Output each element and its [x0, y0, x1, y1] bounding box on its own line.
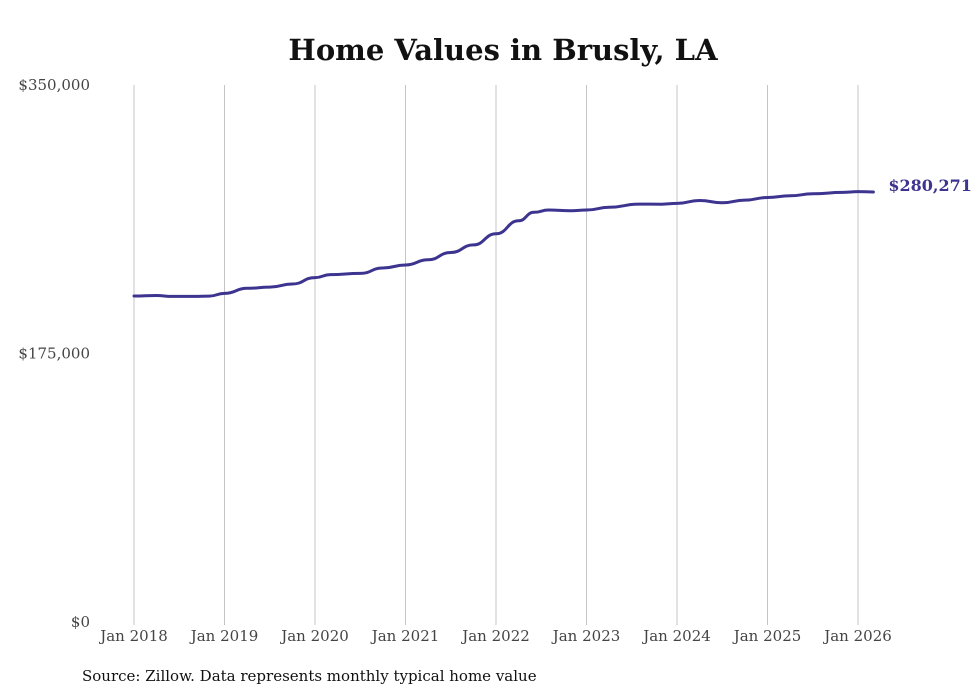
- x-tick-label-2025: Jan 2025: [732, 627, 802, 645]
- y-tick-label-0: $0: [71, 613, 90, 631]
- x-tick-label-2022: Jan 2022: [460, 627, 530, 645]
- x-tick-label-2026: Jan 2026: [822, 627, 892, 645]
- x-tick-label-2019: Jan 2019: [189, 627, 259, 645]
- series-line-0: [132, 190, 875, 298]
- x-tick-label-2020: Jan 2020: [279, 627, 349, 645]
- y-tick-label-350000: $350,000: [18, 76, 90, 94]
- series-group: $280,271: [132, 176, 972, 298]
- x-tick-label-2018: Jan 2018: [98, 627, 168, 645]
- x-tick-label-2024: Jan 2024: [641, 627, 711, 645]
- y-tick-label-175000: $175,000: [18, 345, 90, 363]
- chart-title: Home Values in Brusly, LA: [288, 33, 718, 67]
- x-axis: Jan 2018 Jan 2019 Jan 2020 Jan 2021 Jan 2022…: [98, 627, 892, 645]
- x-tick-label-2021: Jan 2021: [370, 627, 440, 645]
- x-tick-label-2023: Jan 2023: [551, 627, 621, 645]
- y-axis: $0 $175,000 $350,000: [18, 76, 90, 631]
- source-note: Source: Zillow. Data represents monthly …: [82, 667, 537, 685]
- series-end-label: $280,271: [888, 176, 972, 195]
- gridlines: [133, 85, 859, 625]
